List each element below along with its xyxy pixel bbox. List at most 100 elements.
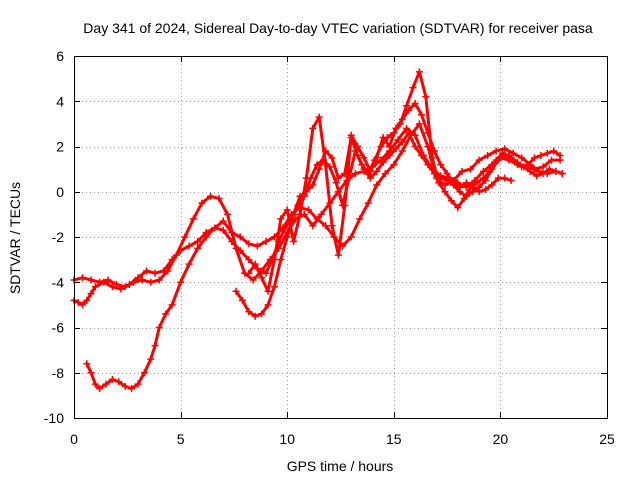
data-point: [360, 165, 368, 173]
data-point: [232, 287, 240, 295]
y-tick-label: -10: [44, 410, 64, 426]
y-tick-label: -4: [52, 274, 65, 290]
data-point: [507, 154, 515, 162]
data-point: [236, 247, 244, 255]
data-point: [155, 276, 163, 284]
data-point: [364, 199, 372, 207]
data-point: [283, 233, 291, 241]
data-point: [488, 181, 496, 189]
data-point: [373, 167, 381, 175]
data-point: [509, 149, 517, 157]
data-point: [441, 181, 449, 189]
data-point: [249, 276, 257, 284]
data-point: [550, 147, 558, 155]
data-point: [140, 369, 148, 377]
data-point: [405, 129, 413, 137]
series-trace-2: [83, 120, 566, 393]
data-point: [134, 380, 142, 388]
data-point: [458, 167, 466, 175]
data-point: [351, 170, 359, 178]
data-point: [219, 226, 227, 234]
data-point: [83, 360, 91, 368]
data-point: [177, 247, 185, 255]
data-point: [473, 179, 481, 187]
data-point: [302, 174, 310, 182]
data-point: [558, 170, 566, 178]
data-point: [281, 224, 289, 232]
data-point: [398, 147, 406, 155]
data-point: [138, 276, 146, 284]
data-point: [245, 269, 253, 277]
y-tick-labels: -10 -8 -6 -4 -2 0 2 4 6: [44, 48, 64, 426]
data-point: [443, 170, 451, 178]
data-point: [147, 355, 155, 363]
data-point: [322, 222, 330, 230]
data-point: [415, 120, 423, 128]
data-point: [398, 138, 406, 146]
data-point: [462, 192, 470, 200]
data-point: [428, 154, 436, 162]
data-point: [253, 242, 261, 250]
data-point: [390, 161, 398, 169]
data-point: [481, 176, 489, 184]
data-point: [117, 285, 125, 293]
y-axis-label: SDTVAR / TECUs: [7, 182, 23, 294]
data-point: [108, 283, 116, 291]
data-point: [100, 278, 108, 286]
data-point: [418, 152, 426, 160]
data-point: [326, 163, 334, 171]
data-point: [531, 154, 539, 162]
data-point: [539, 170, 547, 178]
data-point: [83, 296, 91, 304]
data-point: [296, 210, 304, 218]
data-point: [270, 256, 278, 264]
data-point: [315, 113, 323, 121]
data-point: [488, 165, 496, 173]
data-point: [104, 276, 112, 284]
data-point: [437, 174, 445, 182]
data-point: [447, 197, 455, 205]
data-point: [151, 269, 159, 277]
data-point: [354, 152, 362, 160]
data-point: [270, 283, 278, 291]
x-tick-label: 0: [70, 431, 78, 447]
y-tick-label: -8: [52, 365, 65, 381]
data-point: [115, 378, 123, 386]
x-tick-label: 15: [386, 431, 402, 447]
data-point: [481, 185, 489, 193]
data-point: [526, 167, 534, 175]
data-point: [507, 176, 515, 184]
data-point: [91, 283, 99, 291]
data-point: [251, 312, 259, 320]
y-tick-label: 2: [56, 139, 64, 155]
data-point: [520, 163, 528, 171]
y-tick-label: 0: [56, 184, 64, 200]
data-point: [277, 215, 285, 223]
data-point: [219, 217, 227, 225]
data-point: [501, 174, 509, 182]
x-tick-label: 20: [493, 431, 509, 447]
data-point: [74, 299, 82, 307]
data-point: [492, 147, 500, 155]
data-point: [518, 154, 526, 162]
data-point: [462, 179, 470, 187]
data-point: [366, 174, 374, 182]
data-point: [373, 154, 381, 162]
data-point: [87, 369, 95, 377]
data-point: [430, 170, 438, 178]
data-point: [121, 382, 129, 390]
data-point: [533, 172, 541, 180]
data-point: [398, 115, 406, 123]
data-point: [418, 111, 426, 119]
data-point: [545, 165, 553, 173]
data-point: [147, 278, 155, 286]
data-point: [443, 176, 451, 184]
data-point: [381, 170, 389, 178]
data-point: [79, 301, 87, 309]
data-point: [194, 238, 202, 246]
data-point: [403, 124, 411, 132]
data-point: [347, 131, 355, 139]
data-point: [309, 181, 317, 189]
data-point: [262, 269, 270, 277]
data-point: [224, 210, 232, 218]
